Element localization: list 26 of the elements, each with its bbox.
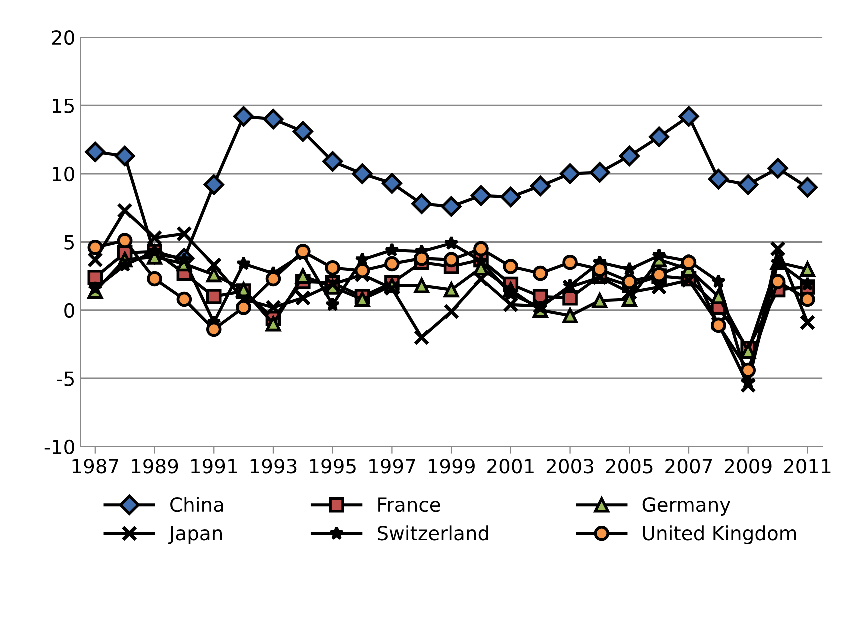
x-tick-label: 1993: [250, 459, 297, 474]
x-tick-label: 1989: [132, 459, 178, 474]
x-tick-label: 2009: [725, 459, 772, 474]
y-tick-label: 10: [53, 166, 74, 182]
x-tick-label: 2011: [784, 459, 831, 474]
y-tick-label: -5: [57, 372, 74, 386]
legend-label: Switzerland: [378, 526, 488, 541]
y-tick-label: 20: [52, 30, 74, 46]
x-tick-label: 2005: [606, 459, 653, 474]
x-tick-label: 1995: [310, 459, 356, 474]
legend-label: United Kingdom: [643, 526, 796, 544]
legend-label: China: [170, 497, 224, 512]
legend-label: Germany: [642, 497, 731, 516]
x-tick-label: 1999: [428, 459, 475, 474]
x-tick-label: 2001: [488, 459, 534, 474]
y-tick-label: 5: [64, 235, 74, 250]
y-tick-label: 0: [64, 303, 74, 318]
x-tick-label: 2007: [666, 459, 712, 474]
y-tick-label: 15: [53, 98, 74, 114]
legend-label: Japan: [168, 526, 222, 544]
x-tick-label: 2003: [546, 459, 594, 474]
y-tick-label: -10: [44, 440, 74, 455]
x-tick-label: 1997: [370, 459, 416, 474]
x-tick-label: 1991: [192, 459, 238, 474]
legend-label: France: [378, 498, 440, 512]
x-tick-label: 1987: [72, 459, 118, 474]
